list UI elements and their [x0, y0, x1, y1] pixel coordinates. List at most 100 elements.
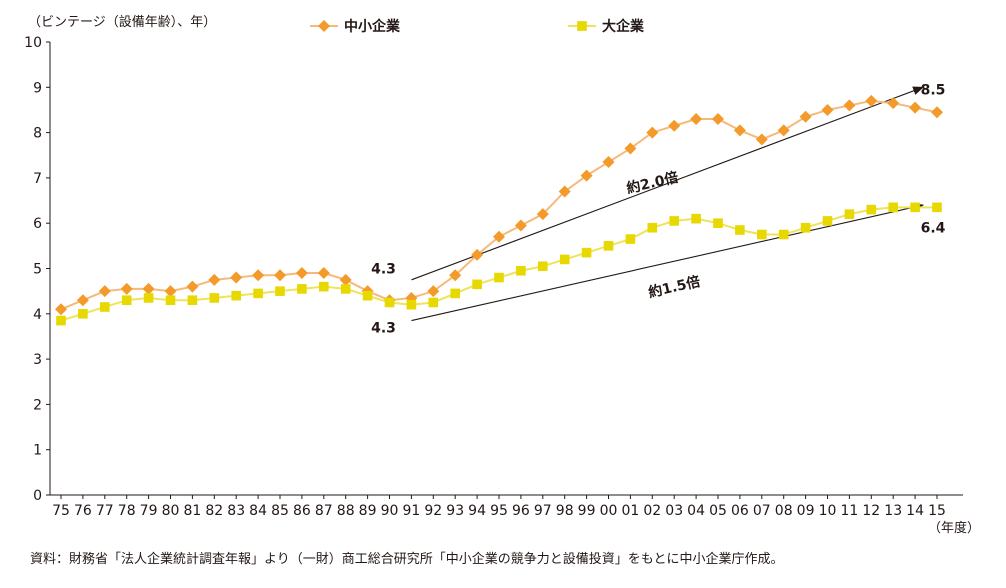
y-tick-label: 2 [33, 397, 42, 413]
data-point [274, 269, 286, 282]
x-tick-label: 09 [797, 503, 815, 519]
x-tick-label: 97 [534, 503, 552, 519]
data-point [580, 169, 593, 182]
data-point [384, 297, 395, 308]
x-tick-label: 00 [600, 503, 618, 519]
data-point [668, 119, 681, 132]
x-tick-label: 91 [402, 503, 420, 519]
x-tick-label: 78 [118, 503, 136, 519]
series-group [55, 94, 943, 326]
data-point [691, 213, 701, 224]
data-point [603, 241, 614, 251]
data-point [909, 101, 922, 114]
y-tick-label: 10 [24, 35, 42, 51]
x-tick-label: 98 [556, 503, 574, 519]
data-point [602, 156, 615, 169]
data-point [646, 126, 659, 139]
data-point [231, 290, 241, 301]
data-point [317, 267, 330, 280]
x-tick-label: 03 [665, 503, 683, 519]
x-axis-unit-label: （年度） [928, 520, 980, 536]
legend-label: 中小企業 [344, 18, 401, 35]
annotation-end-label-large: 6.4 [921, 221, 946, 237]
data-point [822, 216, 833, 226]
data-point [778, 229, 789, 240]
data-point [887, 97, 900, 110]
data-point [910, 202, 920, 213]
data-point [121, 295, 132, 306]
y-tick-label: 0 [33, 488, 42, 504]
data-point [843, 99, 856, 112]
data-point [143, 293, 154, 303]
data-point [581, 247, 592, 258]
x-tick-label: 13 [884, 503, 902, 519]
data-point [624, 142, 637, 155]
y-axis-label: （ビンテージ（設備年齢）、年） [28, 14, 216, 30]
x-tick-label: 90 [381, 503, 399, 519]
data-point [733, 124, 746, 137]
data-point [538, 261, 548, 272]
data-point [755, 133, 768, 146]
data-point [297, 284, 307, 294]
data-point [428, 297, 439, 308]
data-point [164, 285, 177, 298]
growth-arrow-1 [411, 86, 925, 281]
data-point [690, 113, 703, 126]
data-point [98, 285, 111, 298]
data-point [536, 208, 549, 221]
data-point [713, 218, 723, 228]
data-point [187, 295, 198, 306]
x-tick-label: 80 [162, 503, 180, 519]
x-tick-label: 81 [183, 503, 201, 519]
data-point [427, 285, 440, 298]
x-tick-label: 85 [271, 503, 289, 519]
y-axis: 0 1 2 3 4 5 6 7 8 9 10 [24, 35, 51, 504]
data-point [472, 279, 482, 290]
data-point [253, 288, 263, 299]
data-point [142, 282, 155, 295]
x-tick-label: 07 [753, 503, 771, 519]
y-tick-label: 8 [33, 126, 42, 142]
data-point [275, 286, 285, 296]
data-point [821, 103, 834, 116]
data-point [493, 230, 505, 243]
data-point [931, 106, 943, 119]
data-point [735, 225, 745, 235]
y-tick-label: 5 [33, 262, 42, 278]
data-point [295, 267, 308, 280]
legend-item-2: 大企業 [568, 18, 645, 35]
x-tick-label: 99 [578, 503, 596, 519]
x-tick-label: 11 [840, 503, 858, 519]
x-tick-label: 77 [96, 503, 114, 519]
x-tick-label: 82 [205, 503, 223, 519]
annotation-ratio-sme: 約2.0倍 [625, 169, 680, 197]
x-axis: 75 76 77 78 79 80 81 82 83 84 85 86 87 88 89 90 91 92 93 94… [50, 494, 963, 519]
data-point [866, 204, 877, 215]
data-point [55, 303, 67, 316]
data-point [844, 209, 855, 219]
data-point [340, 284, 351, 294]
x-tick-label: 06 [731, 503, 749, 519]
data-point [208, 273, 221, 286]
x-tick-label: 08 [775, 503, 793, 519]
x-tick-label: 01 [621, 503, 639, 519]
data-point [450, 288, 460, 299]
data-point [559, 254, 570, 265]
x-tick-label: 86 [293, 503, 311, 519]
annotation-ratio-large: 約1.5倍 [647, 273, 702, 301]
legend-label: 大企業 [602, 18, 645, 35]
data-point [471, 248, 484, 261]
data-point [757, 229, 767, 240]
data-point [712, 113, 724, 126]
x-tick-label: 96 [512, 503, 530, 519]
x-tick-label: 84 [249, 503, 267, 519]
x-tick-label: 83 [227, 503, 245, 519]
data-point [888, 202, 898, 213]
data-point [932, 202, 942, 213]
x-tick-label: 05 [709, 503, 727, 519]
growth-arrow-2 [411, 202, 925, 322]
x-tick-label: 15 [928, 503, 946, 519]
data-point [516, 265, 526, 276]
data-point [514, 219, 527, 232]
